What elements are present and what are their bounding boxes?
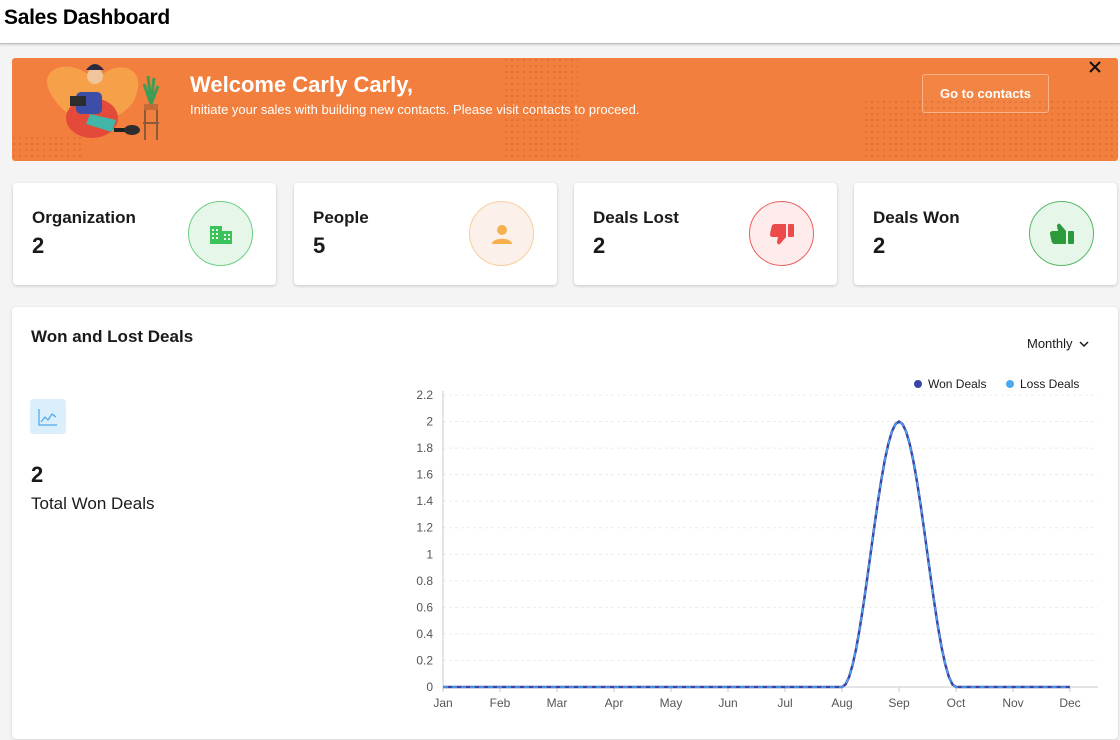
x-tick-label: Jan [433,696,452,710]
welcome-heading: Welcome Carly Carly, [190,72,413,97]
y-tick-label: 2 [426,415,433,429]
x-tick-label: Sep [888,696,910,710]
go-to-contacts-button[interactable]: Go to contacts [922,74,1049,113]
won-lost-line-chart: 0 0.2 0.4 0.6 0.8 1 1.2 1.4 1.6 1.8 2 2.2 Jan Feb Mar A… [416,388,1098,710]
person-icon [491,224,512,244]
x-tick-label: Apr [605,696,624,710]
stat-label: Organization [32,208,136,227]
y-tick-label: 0.4 [416,627,433,641]
x-tick-label: May [660,696,683,710]
y-tick-label: 1.8 [416,441,433,455]
page-title: Sales Dashboard [4,6,170,29]
y-tick-label: 2.2 [416,388,433,402]
x-tick-label: Dec [1059,696,1080,710]
y-tick-label: 0.6 [416,600,433,614]
x-tick-label: Oct [947,696,966,710]
close-banner-button[interactable] [1086,58,1104,76]
x-tick-label: Nov [1002,696,1023,710]
panel-title: Won and Lost Deals [31,327,194,346]
total-won-deals-value: 2 [31,462,44,487]
x-tick-label: Jul [777,696,792,710]
legend-dot-won [914,380,922,388]
trend-chart-icon-box [30,399,66,434]
legend-dot-loss [1006,380,1014,388]
stat-icon-circle [1029,201,1094,266]
chevron-down-icon [1079,340,1089,347]
total-won-deals-label: Total Won Deals [31,494,155,513]
x-tick-label: Mar [547,696,568,710]
stat-card-organization[interactable]: Organization 2 [13,183,276,285]
stat-label: People [313,208,369,227]
y-tick-label: 1.4 [416,494,433,508]
stat-icon-circle [469,201,534,266]
stat-label: Deals Lost [593,208,679,227]
stat-icon-circle [749,201,814,266]
thumbs-up-icon [1049,223,1074,244]
x-tick-label: Jun [718,696,737,710]
stat-label: Deals Won [873,208,960,227]
y-tick-label: 1 [426,547,433,561]
line-chart-icon [38,408,57,426]
building-icon [209,225,232,244]
y-tick-label: 0.2 [416,653,433,667]
legend-label-loss: Loss Deals [1020,377,1080,391]
y-tick-label: 1.6 [416,468,433,482]
thumbs-down-icon [769,223,794,244]
close-icon [1089,61,1101,73]
stat-card-people[interactable]: People 5 [294,183,557,285]
stat-value: 2 [873,233,886,258]
stat-card-deals-won[interactable]: Deals Won 2 [854,183,1117,285]
stat-value: 2 [32,233,45,258]
x-tick-label: Aug [831,696,852,710]
y-tick-label: 0 [426,680,433,694]
legend-item-won[interactable]: Won Deals [914,377,986,391]
x-tick-label: Feb [490,696,511,710]
top-bar: Sales Dashboard [0,0,1120,44]
stat-value: 5 [313,233,326,258]
legend-item-loss[interactable]: Loss Deals [1006,377,1079,391]
period-select-value: Monthly [1027,336,1073,351]
welcome-subtitle: Initiate your sales with building new co… [190,102,640,117]
y-tick-label: 0.8 [416,574,433,588]
person-illustration [46,64,160,140]
won-lost-deals-panel: Won and Lost Deals Monthly 2 Total Won D… [12,307,1118,739]
banner-decoration [12,58,1118,161]
y-tick-label: 1.2 [416,521,433,535]
loss-deals-line [443,420,1070,688]
legend-label-won: Won Deals [928,377,987,391]
welcome-banner: Welcome Carly Carly, Initiate your sales… [12,58,1118,161]
stat-card-deals-lost[interactable]: Deals Lost 2 [574,183,837,285]
stat-value: 2 [593,233,606,258]
stat-icon-circle [188,201,253,266]
period-select[interactable]: Monthly [1027,336,1089,351]
